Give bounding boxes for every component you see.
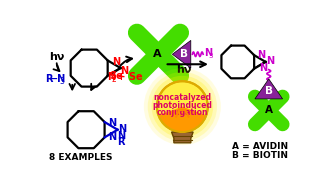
Text: B = BIOTIN: B = BIOTIN	[232, 151, 288, 160]
Text: −N: −N	[50, 74, 66, 84]
Polygon shape	[172, 40, 191, 68]
Text: hν: hν	[176, 65, 191, 75]
Text: 2: 2	[111, 75, 116, 84]
Text: N: N	[266, 56, 274, 66]
Text: N: N	[257, 50, 266, 60]
Wedge shape	[159, 107, 206, 132]
Text: N: N	[259, 63, 267, 73]
Text: conjugation: conjugation	[157, 108, 208, 117]
Circle shape	[151, 76, 213, 137]
Text: R: R	[45, 74, 53, 84]
Text: photoinduced: photoinduced	[152, 101, 212, 110]
Text: 3: 3	[209, 53, 213, 59]
Text: 8 EXAMPLES: 8 EXAMPLES	[49, 153, 113, 162]
Text: N: N	[117, 131, 125, 141]
Circle shape	[148, 72, 217, 141]
Polygon shape	[255, 79, 283, 99]
Text: N: N	[112, 57, 120, 67]
Text: Se: Se	[110, 71, 124, 81]
Text: noncatalyzed: noncatalyzed	[153, 93, 211, 102]
Text: N: N	[109, 132, 117, 142]
Text: A = AVIDIN: A = AVIDIN	[232, 142, 288, 151]
Text: N: N	[118, 124, 126, 134]
Text: A: A	[153, 49, 161, 59]
Circle shape	[157, 81, 208, 132]
Text: B: B	[265, 86, 273, 96]
Text: R: R	[117, 137, 124, 147]
Polygon shape	[172, 132, 193, 143]
Text: N: N	[120, 66, 128, 76]
Circle shape	[144, 68, 221, 145]
Text: N: N	[109, 118, 117, 128]
Text: B: B	[180, 49, 188, 59]
Text: + Se: + Se	[114, 72, 142, 82]
Text: A: A	[265, 105, 273, 115]
Text: N: N	[107, 72, 115, 82]
Text: N: N	[204, 49, 212, 58]
Text: 3: 3	[59, 77, 64, 86]
Text: hν: hν	[49, 52, 64, 62]
